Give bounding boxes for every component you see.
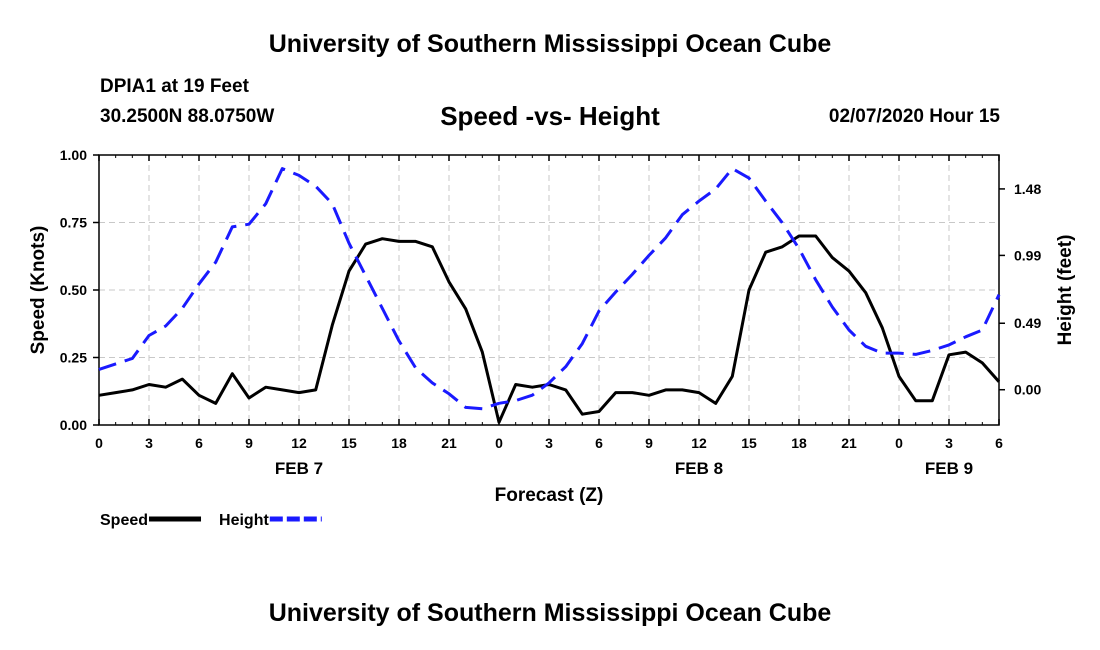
axes: 0 3 6 9 12 15 18 21 0 3 6 9 12 15 18 21 0 3 6 FEB 7 FEB 8 FEB… <box>60 147 1042 478</box>
x-tick-label: 18 <box>791 435 807 451</box>
coordinates-label: 30.2500N 88.0750W <box>100 106 275 127</box>
x-tick-label: 21 <box>441 435 457 451</box>
x-axis-label: Forecast (Z) <box>495 485 604 506</box>
y-axis-label-left: Speed (Knots) <box>28 226 49 355</box>
day-label: FEB 8 <box>675 459 723 478</box>
y-tick-label-left: 0.50 <box>60 282 87 298</box>
x-tick-label: 6 <box>195 435 203 451</box>
y-tick-label-left: 0.00 <box>60 417 87 433</box>
x-tick-label: 12 <box>691 435 707 451</box>
datetime-label: 02/07/2020 Hour 15 <box>828 106 1000 127</box>
y-axis-label-right: Height (feet) <box>1055 235 1076 346</box>
bottom-title: University of Southern Mississippi Ocean… <box>268 599 832 627</box>
y-tick-label-right: 0.49 <box>1014 315 1041 331</box>
legend-label-height: Height <box>219 512 269 529</box>
series-line-height <box>98 167 1001 411</box>
x-tick-label: 15 <box>341 435 357 451</box>
day-label: FEB 9 <box>925 459 973 478</box>
x-tick-label: 3 <box>545 435 553 451</box>
y-tick-label-right: 1.48 <box>1014 181 1041 197</box>
y-tick-label-right: 0.99 <box>1014 247 1041 263</box>
x-tick-label: 6 <box>595 435 603 451</box>
x-tick-label: 21 <box>841 435 857 451</box>
x-tick-label: 0 <box>95 435 103 451</box>
chart-title: Speed -vs- Height <box>440 101 660 131</box>
series <box>98 167 1001 424</box>
x-tick-label: 0 <box>895 435 903 451</box>
x-tick-label: 0 <box>495 435 503 451</box>
x-tick-label: 3 <box>945 435 953 451</box>
day-label: FEB 7 <box>275 459 323 478</box>
legend-label-speed: Speed <box>100 512 148 529</box>
x-tick-label: 18 <box>391 435 407 451</box>
x-tick-label: 3 <box>145 435 153 451</box>
station-label: DPIA1 at 19 Feet <box>100 76 249 97</box>
x-tick-label: 9 <box>245 435 253 451</box>
legend: Speed Height <box>100 512 322 529</box>
y-tick-label-left: 0.25 <box>60 350 87 366</box>
x-tick-label: 12 <box>291 435 307 451</box>
y-tick-label-left: 1.00 <box>60 147 87 163</box>
x-tick-label: 6 <box>995 435 1003 451</box>
x-tick-label: 9 <box>645 435 653 451</box>
top-title: University of Southern Mississippi Ocean… <box>268 30 832 58</box>
x-tick-label: 15 <box>741 435 757 451</box>
y-tick-label-right: 0.00 <box>1014 382 1041 398</box>
y-tick-label-left: 0.75 <box>60 215 87 231</box>
